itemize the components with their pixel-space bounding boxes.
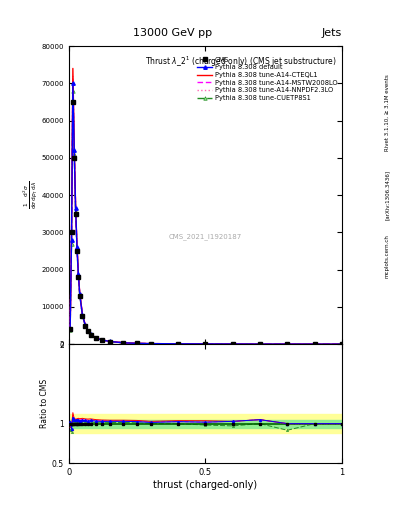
Y-axis label: $\frac{1}{\mathrm{d}\sigma}\frac{\mathrm{d}^2\sigma}{\mathrm{d}p_\mathrm{T}\,\ma: $\frac{1}{\mathrm{d}\sigma}\frac{\mathrm… (22, 181, 40, 209)
Text: [arXiv:1306.3436]: [arXiv:1306.3436] (385, 169, 390, 220)
Text: 13000 GeV pp: 13000 GeV pp (133, 28, 213, 38)
Text: Thrust $\lambda\_2^1$ (charged only) (CMS jet substructure): Thrust $\lambda\_2^1$ (charged only) (CM… (145, 55, 337, 70)
Text: Jets: Jets (321, 28, 342, 38)
Y-axis label: Ratio to CMS: Ratio to CMS (40, 379, 49, 429)
Text: CMS_2021_I1920187: CMS_2021_I1920187 (169, 233, 242, 240)
Legend: CMS, Pythia 8.308 default, Pythia 8.308 tune-A14-CTEQL1, Pythia 8.308 tune-A14-M: CMS, Pythia 8.308 default, Pythia 8.308 … (196, 55, 339, 102)
X-axis label: thrust (charged-only): thrust (charged-only) (153, 480, 257, 490)
Text: Rivet 3.1.10, ≥ 3.1M events: Rivet 3.1.10, ≥ 3.1M events (385, 74, 390, 151)
Text: mcplots.cern.ch: mcplots.cern.ch (385, 234, 390, 278)
